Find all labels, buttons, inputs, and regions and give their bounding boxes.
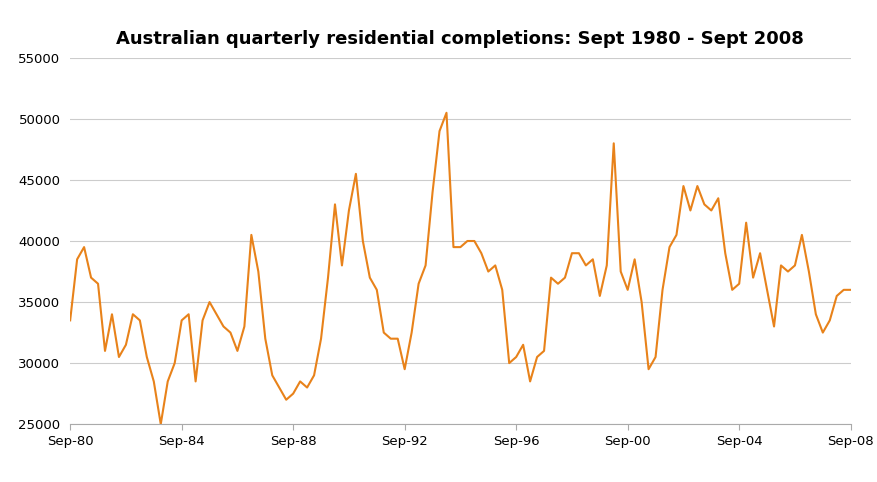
Title: Australian quarterly residential completions: Sept 1980 - Sept 2008: Australian quarterly residential complet… bbox=[117, 30, 804, 48]
